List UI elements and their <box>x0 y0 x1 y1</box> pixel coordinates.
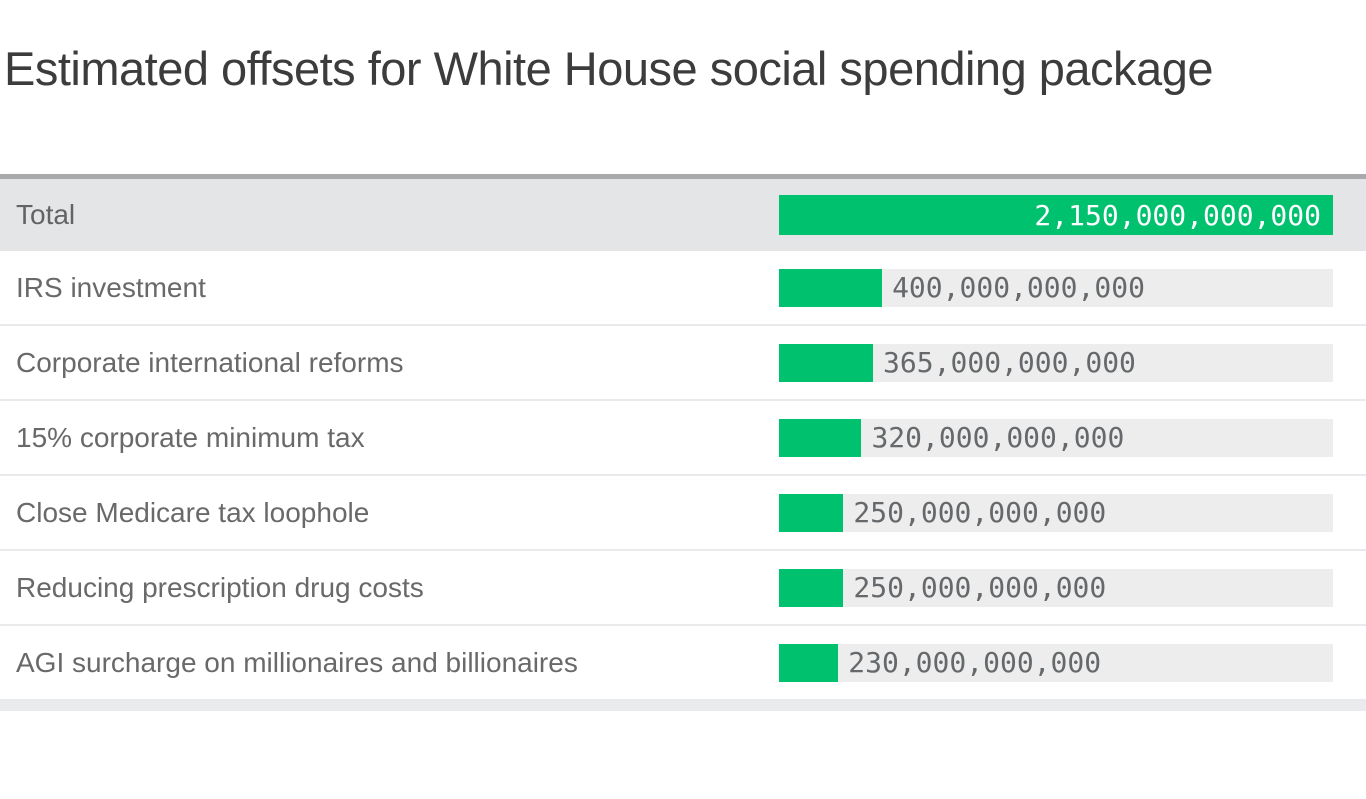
bar-fill <box>779 195 1333 236</box>
bar-fill <box>779 493 844 532</box>
chart-row: AGI surcharge on millionaires and billio… <box>0 626 1366 702</box>
bar-value-label: 365,000,000,000 <box>883 346 1136 380</box>
bar-track: 365,000,000,000 <box>779 343 1333 382</box>
bar-track: 250,000,000,000 <box>779 568 1333 607</box>
page-title: Estimated offsets for White House social… <box>4 42 1213 96</box>
row-label: 15% corporate minimum tax <box>16 421 365 453</box>
offsets-bar-chart: Total 2,150,000,000,000 IRS investment 4… <box>0 174 1366 702</box>
chart-row: Corporate international reforms 365,000,… <box>0 326 1366 402</box>
bar-track: 230,000,000,000 <box>779 643 1333 682</box>
chart-row: Reducing prescription drug costs 250,000… <box>0 551 1366 627</box>
row-label: Close Medicare tax loophole <box>16 496 370 528</box>
bar-track: 250,000,000,000 <box>779 493 1333 532</box>
bar-value-label: 250,000,000,000 <box>853 571 1107 605</box>
row-label: AGI surcharge on millionaires and billio… <box>16 646 578 678</box>
bar-fill <box>779 343 874 382</box>
next-section-divider <box>0 701 1366 712</box>
bar-track: 2,150,000,000,000 <box>779 195 1333 236</box>
chart-row: 15% corporate minimum tax 320,000,000,00… <box>0 401 1366 477</box>
bar-track: 400,000,000,000 <box>779 268 1333 307</box>
bar-value-label: 230,000,000,000 <box>848 646 1102 680</box>
bar-value-label: 250,000,000,000 <box>853 496 1107 530</box>
bar-value-label: 400,000,000,000 <box>892 271 1145 305</box>
row-label: Corporate international reforms <box>16 346 404 378</box>
bar-value-label: 320,000,000,000 <box>871 421 1125 455</box>
bar-fill <box>779 268 883 307</box>
chart-row: IRS investment 400,000,000,000 <box>0 251 1366 327</box>
row-label: IRS investment <box>16 271 206 303</box>
row-label: Total <box>16 199 76 231</box>
bar-value-label: 2,150,000,000,000 <box>1034 198 1321 232</box>
row-label: Reducing prescription drug costs <box>16 571 424 603</box>
bar-fill <box>779 568 844 607</box>
bar-fill <box>779 418 862 457</box>
chart-row: Close Medicare tax loophole 250,000,000,… <box>0 476 1366 552</box>
bar-track: 320,000,000,000 <box>779 418 1333 457</box>
bar-fill <box>779 643 839 682</box>
chart-row: Total 2,150,000,000,000 <box>0 174 1366 252</box>
